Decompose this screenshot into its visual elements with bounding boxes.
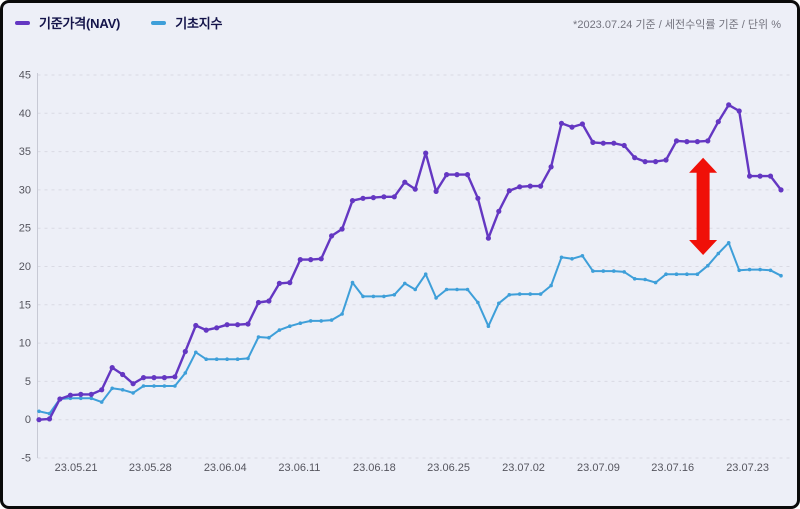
chart-plot-area: 45 40 35 30 25 20 15 10 5 0 -5 23.05.21 23.05.28 23.0…	[3, 3, 797, 506]
svg-text:23.05.28: 23.05.28	[129, 462, 172, 474]
svg-text:23.07.09: 23.07.09	[577, 462, 620, 474]
index-line-swatch	[151, 20, 167, 25]
legend-label-index: 기초지수	[175, 16, 223, 31]
svg-text:23.06.11: 23.06.11	[278, 462, 320, 474]
svg-text:0: 0	[25, 414, 31, 426]
legend-label-nav: 기준가격(NAV)	[39, 16, 121, 31]
svg-text:40: 40	[19, 108, 31, 120]
svg-text:23.07.23: 23.07.23	[726, 462, 769, 474]
svg-text:-5: -5	[21, 453, 31, 465]
svg-text:35: 35	[19, 146, 31, 158]
legend-item-nav[interactable]: 기준가격(NAV)	[15, 13, 120, 32]
svg-text:23.07.16: 23.07.16	[651, 462, 694, 474]
asof-note: *2023.07.24 기준 / 세전수익률 기준 / 단위 %	[573, 19, 781, 31]
svg-text:20: 20	[19, 261, 31, 273]
legend: 기준가격(NAV) 기초지수	[15, 13, 222, 32]
svg-text:30: 30	[19, 184, 31, 196]
nav-line-swatch	[15, 20, 30, 25]
svg-text:10: 10	[19, 338, 31, 350]
svg-text:23.05.21: 23.05.21	[55, 462, 98, 474]
svg-text:23.07.02: 23.07.02	[502, 462, 545, 474]
svg-text:25: 25	[19, 223, 31, 235]
svg-text:23.06.04: 23.06.04	[204, 462, 247, 474]
svg-text:23.06.18: 23.06.18	[353, 462, 396, 474]
svg-text:45: 45	[19, 70, 31, 82]
svg-text:5: 5	[25, 376, 31, 388]
chart-background: 45 40 35 30 25 20 15 10 5 0 -5 23.05.21 23.05.28 23.0…	[3, 3, 797, 506]
svg-text:15: 15	[19, 299, 31, 311]
legend-item-index[interactable]: 기초지수	[151, 13, 222, 32]
svg-text:23.06.25: 23.06.25	[427, 462, 470, 474]
